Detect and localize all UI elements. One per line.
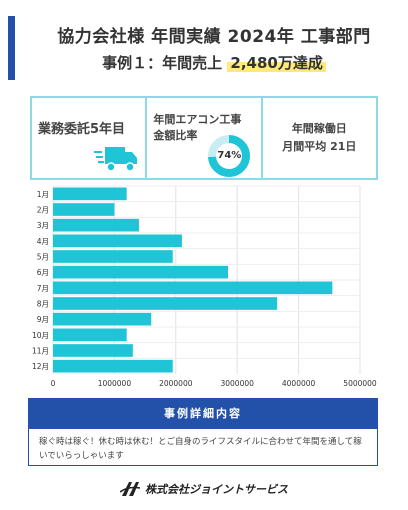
bar-12 bbox=[53, 359, 173, 373]
company-name: 株式会社ジョイントサービス bbox=[145, 482, 289, 496]
truck-icon bbox=[94, 147, 137, 172]
company-logo-icon bbox=[119, 481, 140, 496]
work-line1: 年間稼働日 bbox=[291, 122, 347, 135]
ac-label-line2: 金額比率 bbox=[153, 129, 198, 142]
month-label: 8月 bbox=[37, 300, 49, 309]
bar-4 bbox=[53, 234, 182, 248]
month-label: 4月 bbox=[37, 237, 49, 246]
bar-2 bbox=[53, 203, 115, 216]
page-subtitle: 事例１：年間売上 2,480万達成 bbox=[24, 52, 404, 73]
month-label: 6月 bbox=[37, 268, 49, 277]
work-days-label: 年間稼働日 月間平均 21日 bbox=[263, 120, 376, 156]
detail-body: 稼ぐ時は稼ぐ！休む時は休む！とご自身のライフスタイルに合わせて年間を通して稼いで… bbox=[39, 437, 362, 461]
header-accent-bar bbox=[8, 16, 15, 80]
bar-9 bbox=[53, 312, 152, 326]
bar-11 bbox=[53, 344, 133, 357]
bar-6 bbox=[53, 265, 228, 279]
ac-ratio-label: 年間エアコン工事 金額比率 bbox=[153, 112, 241, 144]
footer: 株式会社ジョイントサービス bbox=[0, 478, 408, 504]
page-title: 協力会社様 年間実績 2024年 工事部門 bbox=[57, 27, 371, 47]
x-tick-label: 0 bbox=[51, 379, 56, 388]
ac-ratio-value: 74% bbox=[217, 150, 242, 161]
bar-3 bbox=[53, 218, 139, 232]
contract-label: 業務委託5年目 bbox=[38, 122, 126, 137]
month-label: 3月 bbox=[37, 221, 49, 230]
month-label: 5月 bbox=[37, 253, 49, 262]
bar-5 bbox=[53, 250, 173, 263]
x-tick-label: 2000000 bbox=[159, 379, 193, 388]
x-tick-label: 1000000 bbox=[98, 379, 132, 388]
subtitle-highlight: 2,480万達成 bbox=[227, 54, 326, 72]
month-label: 12月 bbox=[32, 362, 49, 371]
month-label: 9月 bbox=[37, 315, 49, 324]
ac-label-line1: 年間エアコン工事 bbox=[153, 113, 242, 126]
donut-chart bbox=[208, 135, 251, 177]
x-tick-label: 4000000 bbox=[282, 379, 316, 388]
month-label: 10月 bbox=[32, 331, 49, 340]
month-label: 7月 bbox=[37, 284, 49, 293]
x-tick-label: 3000000 bbox=[220, 379, 254, 388]
bar-1 bbox=[53, 187, 127, 201]
monthly-sales-chart: 1月 2月 3月 4月 5月 6月 7月 8月 9月 10月 11月 12月 0 1000000 20000… bbox=[0, 182, 408, 394]
work-line2: 月間平均 21日 bbox=[282, 140, 357, 153]
subtitle-prefix: 事例１：年間売上 bbox=[102, 54, 223, 72]
stat-contract: 業務委託5年目 bbox=[32, 98, 148, 178]
stat-work-days: 年間稼働日 月間平均 21日 bbox=[263, 98, 376, 178]
month-label: 1月 bbox=[37, 190, 49, 199]
detail-box: 事例詳細内容 稼ぐ時は稼ぐ！休む時は休む！とご自身のライフスタイルに合わせて年間… bbox=[28, 398, 378, 466]
header: 協力会社様 年間実績 2024年 工事部門 事例１：年間売上 2,480万達成 bbox=[0, 0, 408, 88]
bar-10 bbox=[53, 328, 127, 342]
stats-panel: 業務委託5年目 年間エアコン工事 金額比率 74% 年間稼働日 月間平均 21日 bbox=[30, 96, 378, 180]
stat-ac-ratio: 年間エアコン工事 金額比率 74% bbox=[147, 98, 263, 178]
bar-7 bbox=[53, 281, 333, 295]
x-tick-label: 5000000 bbox=[343, 379, 377, 388]
month-label: 11月 bbox=[32, 347, 49, 356]
detail-heading: 事例詳細内容 bbox=[29, 399, 377, 429]
month-label: 2月 bbox=[37, 206, 49, 215]
bar-8 bbox=[53, 297, 278, 310]
